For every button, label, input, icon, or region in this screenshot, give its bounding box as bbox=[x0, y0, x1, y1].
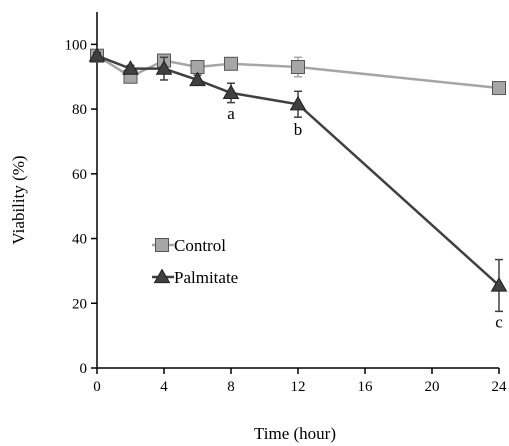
series-layer bbox=[88, 47, 508, 313]
annotation-label: a bbox=[227, 104, 235, 123]
x-tick-label: 8 bbox=[227, 379, 235, 395]
annotation-label: b bbox=[294, 120, 303, 139]
x-tick-label: 24 bbox=[492, 379, 508, 395]
series-control bbox=[90, 48, 506, 96]
x-tick-label: 20 bbox=[425, 379, 440, 395]
annotation-layer: a b c bbox=[227, 104, 503, 332]
data-point bbox=[291, 60, 305, 75]
x-tick-label: 0 bbox=[93, 379, 101, 395]
x-tick-label: 4 bbox=[160, 379, 168, 395]
x-axis-title: Time (hour) bbox=[254, 424, 336, 443]
y-tick-label: 100 bbox=[65, 37, 88, 53]
data-point bbox=[222, 84, 240, 100]
data-point bbox=[289, 95, 307, 111]
y-tick-label: 60 bbox=[72, 167, 87, 183]
legend-label: Palmitate bbox=[174, 268, 238, 287]
legend-marker bbox=[155, 238, 169, 252]
annotation-label: c bbox=[495, 313, 503, 332]
y-axis-title: Viability (%) bbox=[9, 155, 28, 244]
legend-item-control: Control bbox=[152, 236, 226, 255]
data-point bbox=[224, 56, 238, 71]
y-tick-label: 40 bbox=[72, 232, 87, 248]
series-palmitate bbox=[88, 47, 508, 313]
data-point bbox=[189, 71, 206, 87]
data-point bbox=[155, 60, 173, 75]
y-tick-label: 80 bbox=[72, 102, 87, 118]
legend-label: Control bbox=[174, 236, 226, 255]
legend-item-palmitate: Palmitate bbox=[152, 268, 238, 287]
y-tick-label: 20 bbox=[72, 296, 87, 312]
data-point bbox=[88, 47, 106, 62]
axes: 0 20 40 60 80 100 0 4 8 12 16 20 24 bbox=[65, 12, 508, 395]
data-point bbox=[122, 60, 139, 75]
data-point bbox=[492, 81, 506, 96]
legend-marker bbox=[153, 268, 171, 284]
x-tick-label: 12 bbox=[291, 379, 306, 395]
y-tick-label: 0 bbox=[80, 361, 88, 377]
x-tick-label: 16 bbox=[358, 379, 374, 395]
data-point bbox=[490, 276, 508, 292]
legend: Control Palmitate bbox=[152, 236, 238, 287]
